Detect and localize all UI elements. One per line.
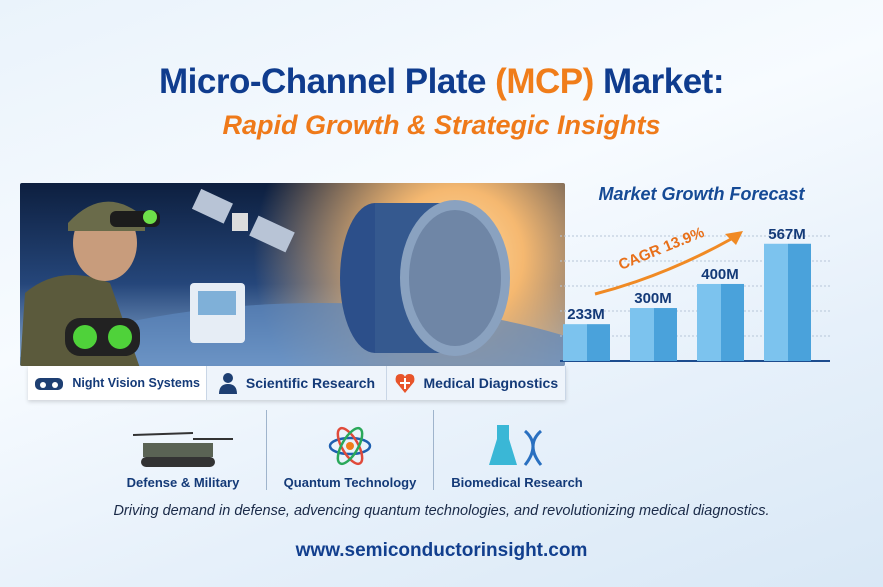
- application-label: Medical Diagnostics: [423, 375, 559, 391]
- application-biomedical: Biomedical Research: [434, 410, 600, 490]
- military-vehicle-icon: [133, 432, 233, 467]
- cagr-arrow: [594, 236, 734, 296]
- chart-title: Market Growth Forecast: [598, 184, 805, 204]
- atom-icon: [328, 426, 372, 466]
- flask-dna-icon: [489, 425, 543, 466]
- bar-side: [788, 243, 811, 361]
- data-label: 567M: [768, 226, 806, 243]
- bar: [630, 308, 654, 361]
- title-highlight: (MCP): [495, 62, 594, 101]
- bar-side: [587, 324, 610, 361]
- bar-side: [721, 283, 744, 361]
- application-scientific-research: Scientific Research: [207, 366, 387, 400]
- night-vision-goggles: [65, 318, 140, 356]
- bar: [563, 324, 587, 361]
- application-night-vision: Night Vision Systems: [28, 366, 208, 400]
- bar: [764, 243, 788, 361]
- tagline: Driving demand in defense, advencing qua…: [113, 503, 770, 519]
- heart-cross-icon: [395, 374, 414, 393]
- primary-applications: Night Vision Systems Scientific Research…: [28, 366, 566, 400]
- title-text-end: Market:: [593, 62, 725, 101]
- application-medical-diagnostics: Medical Diagnostics: [387, 366, 566, 400]
- application-label: Defense & Military: [126, 475, 240, 490]
- bar: [697, 283, 721, 361]
- website-link[interactable]: www.semiconductorinsight.com: [295, 540, 588, 561]
- page-subtitle: Rapid Growth & Strategic Insights: [222, 110, 661, 140]
- bar-side: [654, 308, 677, 361]
- title-text: Micro-Channel Plate: [159, 62, 496, 101]
- application-label: Quantum Technology: [283, 475, 417, 490]
- secondary-applications: Defense & Military Quantum Technology Bi…: [100, 410, 600, 490]
- data-label: 400M: [701, 266, 739, 283]
- application-label: Scientific Research: [245, 375, 376, 391]
- bar-chart: 233M 300M 400M 567M CAGR 13.9%: [560, 224, 830, 362]
- data-label: 300M: [634, 290, 672, 307]
- application-defense: Defense & Military: [100, 410, 267, 490]
- application-label: Biomedical Research: [451, 475, 583, 490]
- page-title: Micro-Channel Plate (MCP) Market:: [0, 62, 883, 102]
- cagr-annotation: CAGR 13.9%: [616, 224, 707, 274]
- night-vision-goggles-icon: [35, 378, 64, 390]
- hero-image: [20, 183, 565, 366]
- cagr-arrowhead: [725, 231, 743, 245]
- scientist-icon: [218, 373, 237, 394]
- data-label: 233M: [567, 306, 605, 323]
- mcp-cylinder: [340, 200, 510, 356]
- satellite: [191, 188, 295, 253]
- application-quantum: Quantum Technology: [267, 410, 434, 490]
- medical-device: [190, 283, 245, 343]
- application-label: Night Vision Systems: [72, 376, 200, 390]
